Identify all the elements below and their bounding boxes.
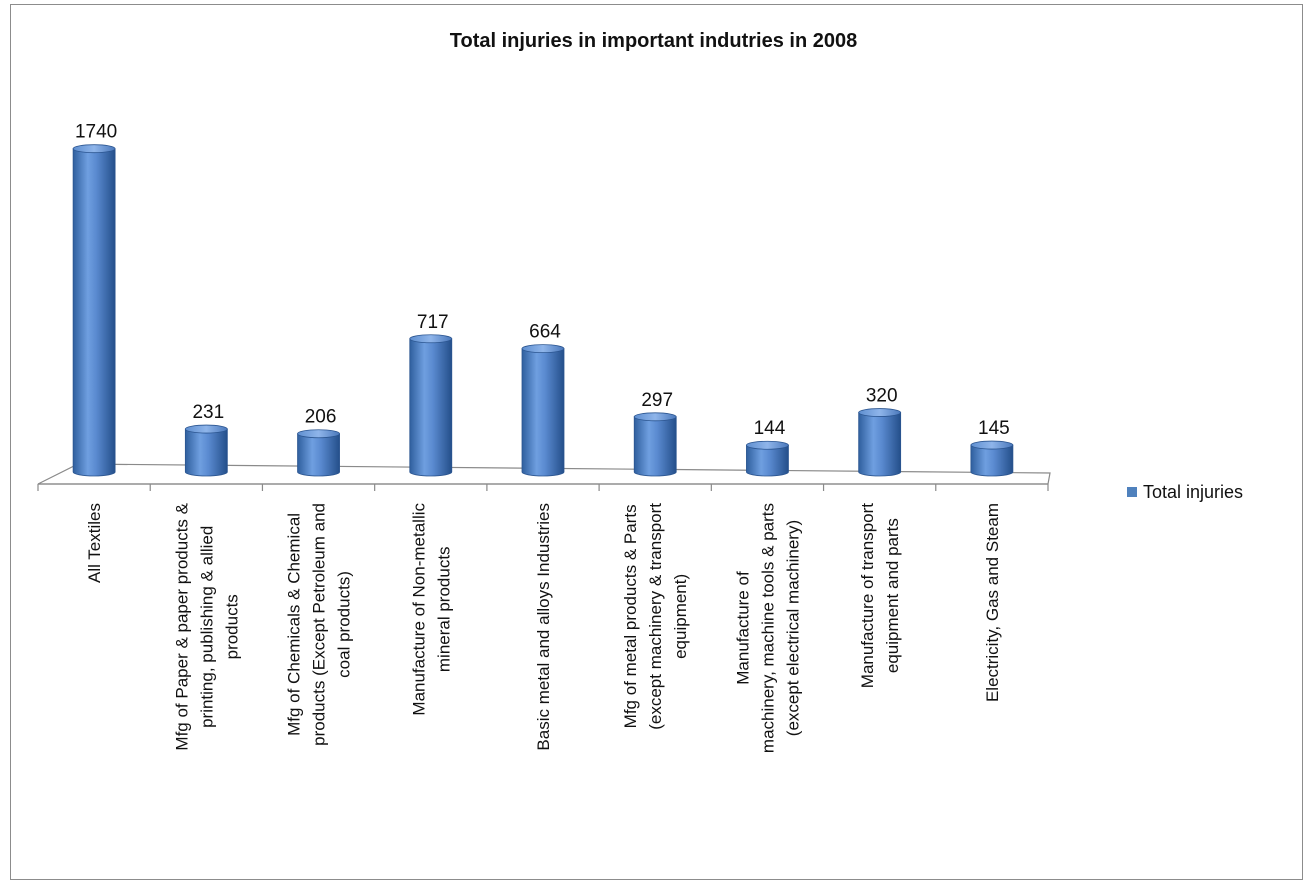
category-label-line: mineral products <box>434 546 453 672</box>
category-label-line: Mfg of Paper & paper products & <box>172 502 191 750</box>
data-label: 297 <box>641 390 673 411</box>
bar <box>72 144 116 477</box>
category-label: Mfg of Paper & paper products & printing,… <box>172 502 241 750</box>
bar-body <box>409 338 453 477</box>
value-labels-layer: 1740 231 206 717 664 297 144 320 145 <box>75 122 1010 440</box>
bar-cap <box>858 408 902 417</box>
bar <box>633 412 677 477</box>
bar <box>184 424 228 477</box>
bar-body <box>297 433 340 477</box>
bar-cap <box>521 344 565 354</box>
category-label-line: printing, publishing & allied <box>197 526 216 728</box>
category-label: All Textiles <box>85 503 104 583</box>
bar-cap <box>746 440 789 450</box>
legend-swatch <box>1127 487 1137 497</box>
category-label-line: machinery, machine tools & parts <box>758 503 777 753</box>
bar-cap <box>409 334 453 344</box>
data-label: 1740 <box>75 122 117 143</box>
category-label: Mfg of Chemicals & Chemical products (Exc… <box>285 503 354 746</box>
category-label-line: (except electrical machinery) <box>783 520 802 736</box>
category-label-line: Mfg of Chemicals & Chemical <box>285 513 304 736</box>
category-label-line: Manufacture of transport <box>858 503 877 688</box>
bar <box>297 429 340 477</box>
bar <box>409 334 453 477</box>
bar-body <box>858 412 902 477</box>
bar-cap <box>72 144 116 154</box>
bar-cap <box>297 429 340 439</box>
category-labels-layer: All Textiles Mfg of Paper & paper product… <box>85 502 1002 753</box>
data-label: 206 <box>305 407 337 428</box>
legend: Total injuries <box>1127 482 1243 502</box>
bar-cap <box>184 424 228 434</box>
bar-body <box>746 444 789 477</box>
category-label-line: Manufacture of Non-metallic <box>409 503 428 716</box>
chart-title: Total injuries in important indutries in… <box>449 30 858 52</box>
category-label: Manufacture of machinery, machine tools &… <box>733 503 802 753</box>
data-label: 145 <box>978 418 1010 439</box>
bar-body <box>970 444 1014 477</box>
category-label-line: equipment) <box>671 574 690 659</box>
bar-cap <box>970 440 1014 450</box>
data-label: 320 <box>866 386 898 407</box>
bar-cap <box>633 412 677 422</box>
data-label: 231 <box>192 402 224 423</box>
data-label: 664 <box>529 322 561 343</box>
bar <box>746 440 789 477</box>
bars-layer <box>72 144 1014 477</box>
bar-body <box>633 416 677 477</box>
data-label: 717 <box>417 312 449 333</box>
bar-body <box>72 148 116 477</box>
category-label-line: equipment and parts <box>883 518 902 673</box>
category-label: Mfg of metal products & Parts (except mac… <box>621 503 690 730</box>
legend-label: Total injuries <box>1143 482 1243 502</box>
category-label-line: products (Except Petroleum and <box>310 503 329 746</box>
bar <box>858 408 902 477</box>
category-label-line: Manufacture of <box>733 571 752 685</box>
category-label-line: products <box>222 594 241 659</box>
category-label: Manufacture of Non-metallic mineral produ… <box>409 503 453 716</box>
bar <box>970 440 1014 477</box>
bar <box>521 344 565 477</box>
category-label: Manufacture of transport equipment and pa… <box>858 503 902 688</box>
category-label-line: Mfg of metal products & Parts <box>621 504 640 728</box>
category-label-line: Basic metal and alloys Industries <box>534 503 553 751</box>
data-label: 144 <box>754 418 786 439</box>
category-label: Electricity, Gas and Steam <box>983 503 1002 702</box>
category-label-line: coal products) <box>335 571 354 678</box>
category-label-line: (except machinery & transport <box>646 503 665 730</box>
category-label-line: All Textiles <box>85 503 104 583</box>
bar-body <box>184 428 228 477</box>
bar-body <box>521 348 565 477</box>
category-label: Basic metal and alloys Industries <box>534 503 553 751</box>
category-label-line: Electricity, Gas and Steam <box>983 503 1002 702</box>
